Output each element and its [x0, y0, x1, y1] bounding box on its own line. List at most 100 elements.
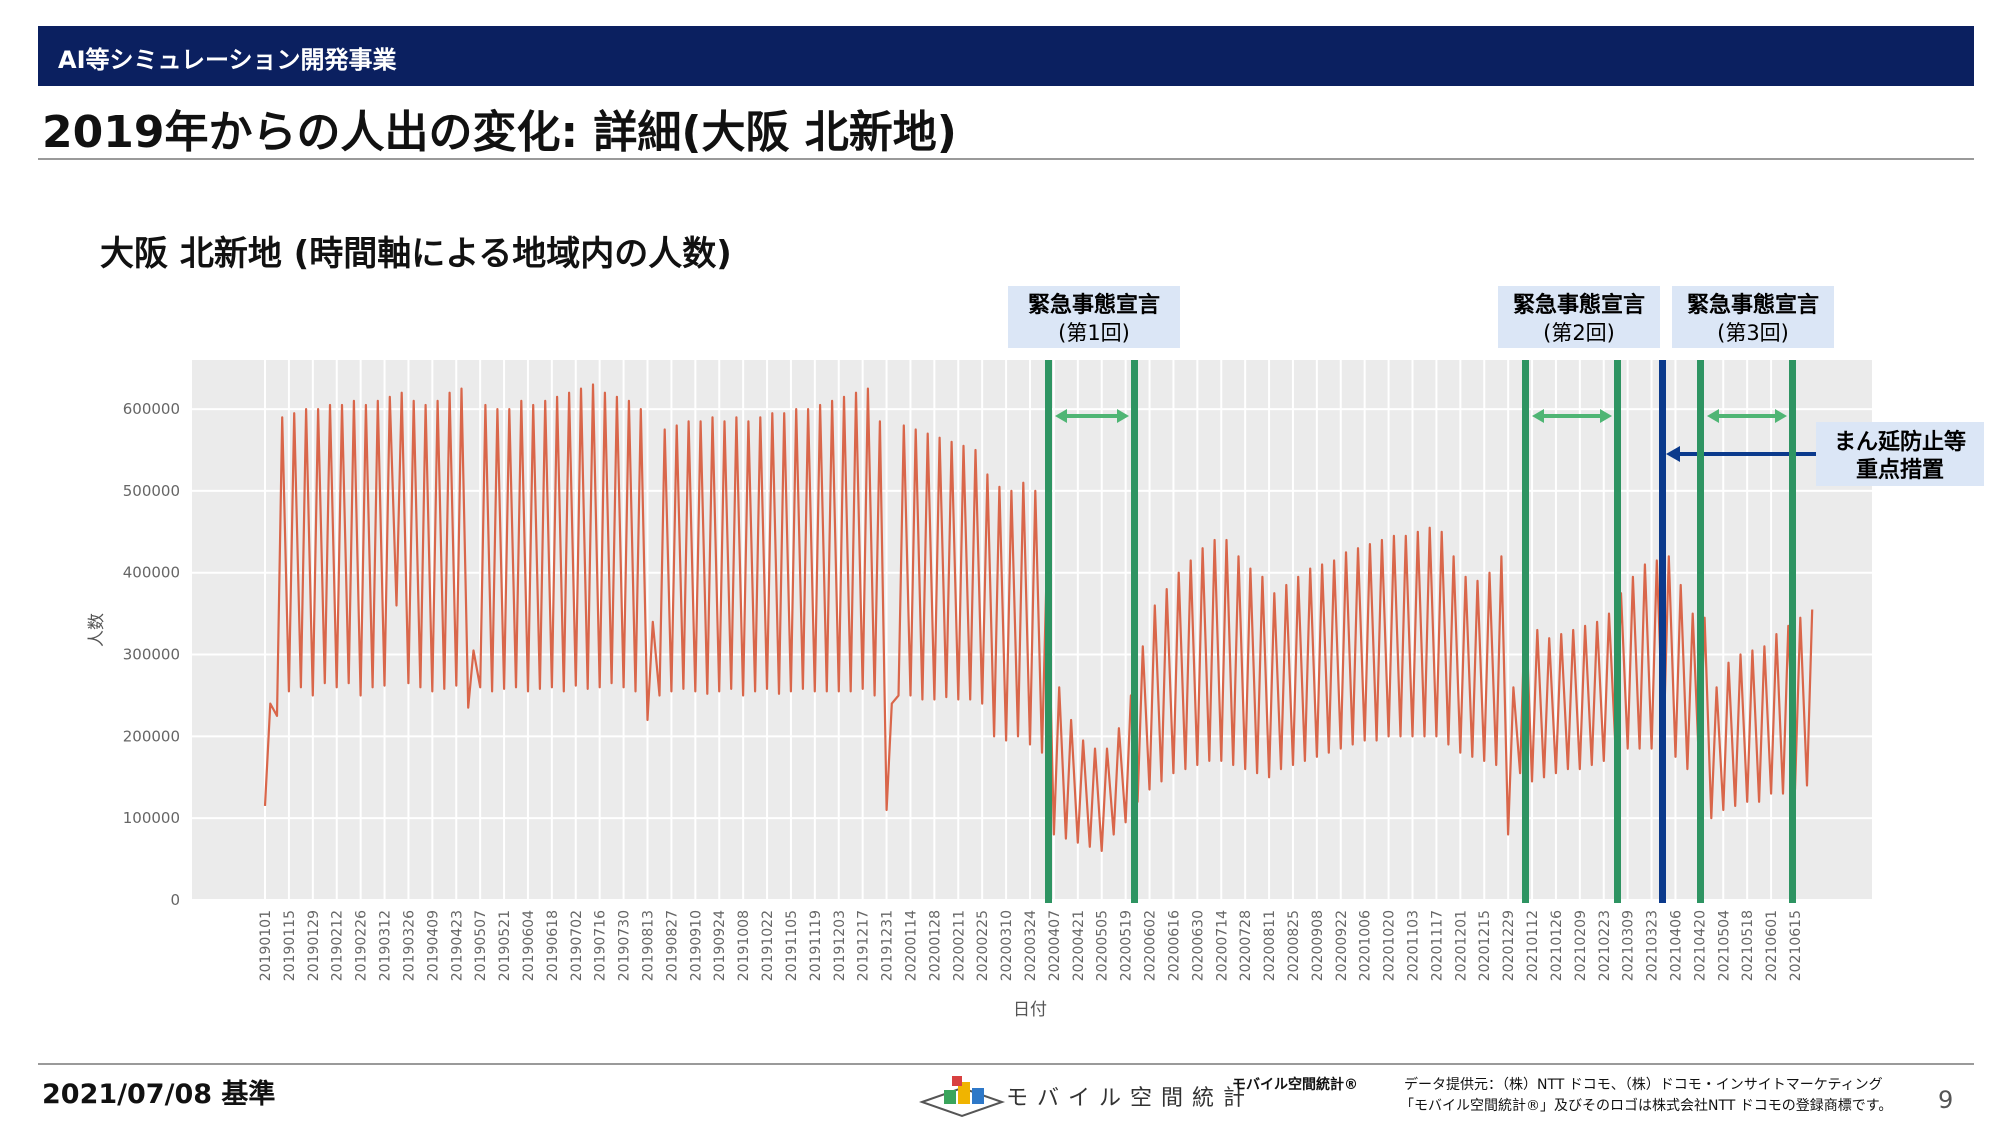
decl2-label-box	[1498, 286, 1660, 348]
header-band: AI等シミュレーション開発事業	[38, 26, 1974, 86]
decl2-annotation: 緊急事態宣言 (第2回)	[1498, 286, 1660, 903]
x-tick-label: 20200714	[1214, 910, 1230, 981]
x-tick-label: 20190910	[688, 910, 704, 981]
decl2-arrowhead-left	[1532, 409, 1544, 423]
mambo-annotation: まん延防止等 重点措置	[1659, 360, 1984, 903]
mambo-label-box	[1816, 422, 1984, 486]
y-axis-ticks: 0 100000 200000 300000 400000 500000 600000	[123, 400, 180, 909]
x-tick-label: 20190604	[521, 910, 537, 981]
x-tick-label: 20190521	[497, 910, 513, 981]
decl1-start-bar	[1045, 360, 1052, 903]
decl1-arrowhead-left	[1055, 409, 1067, 423]
x-tick-label: 20200128	[927, 910, 943, 981]
x-tick-label: 20210112	[1525, 910, 1541, 981]
x-tick-label: 20200324	[1023, 910, 1039, 981]
mambo-label-line2: 重点措置	[1856, 457, 1944, 483]
x-tick-label: 20191203	[832, 910, 848, 981]
y-tick-label: 300000	[123, 646, 180, 664]
data-provider-line2: 「モバイル空間統計®」及びそのロゴは株式会社NTT ドコモの登録商標です。	[1400, 1098, 1893, 1114]
x-tick-label: 20190507	[473, 910, 489, 981]
x-tick-label: 20201006	[1358, 910, 1374, 981]
x-tick-label: 20190312	[378, 910, 394, 981]
mambo-bar	[1659, 360, 1666, 903]
x-tick-label: 20190730	[617, 910, 633, 981]
x-tick-label: 20190326	[401, 910, 417, 981]
x-tick-label: 20190101	[258, 910, 274, 981]
x-tick-label: 20200616	[1166, 910, 1182, 981]
x-tick-label: 20200728	[1238, 910, 1254, 981]
x-tick-label: 20200225	[975, 910, 991, 981]
x-tick-label: 20201020	[1382, 910, 1398, 981]
x-tick-label: 20191119	[808, 910, 824, 981]
x-tick-label: 20210601	[1764, 910, 1780, 981]
footer-date: 2021/07/08 基準	[42, 1079, 276, 1110]
decl2-arrowhead-right	[1600, 409, 1612, 423]
brand-label: モバイル空間統計®	[1232, 1077, 1358, 1093]
decl3-end-bar	[1789, 360, 1796, 903]
y-tick-label: 600000	[123, 400, 180, 418]
x-tick-label: 20200505	[1095, 910, 1111, 981]
x-tick-label: 20190618	[545, 910, 561, 981]
x-tick-label: 20191022	[760, 910, 776, 981]
mambo-arrowhead	[1666, 446, 1680, 462]
mobile-spatial-stats-logo	[918, 1076, 1006, 1118]
decl3-label-line2: (第3回)	[1717, 321, 1789, 345]
x-axis-label: 日付	[1013, 1000, 1047, 1020]
x-tick-label: 20190409	[425, 910, 441, 981]
decl3-label-box	[1672, 286, 1834, 348]
x-tick-label: 20210420	[1692, 910, 1708, 981]
x-tick-label: 20210518	[1740, 910, 1756, 981]
x-tick-label: 20201117	[1429, 910, 1445, 981]
logo-text: モバイル空間統計	[1006, 1086, 1255, 1111]
decl2-end-bar	[1614, 360, 1621, 903]
data-provider-line1: データ提供元：（株）NTT ドコモ、（株）ドコモ・インサイトマーケティング	[1404, 1077, 1883, 1093]
header-band-label: AI等シミュレーション開発事業	[58, 46, 397, 74]
decl1-label-line1: 緊急事態宣言	[1028, 292, 1160, 318]
x-tick-label: 20201215	[1477, 910, 1493, 981]
title-divider	[38, 158, 1974, 160]
x-tick-label: 20190702	[569, 910, 585, 981]
x-tick-label: 20210223	[1597, 910, 1613, 981]
x-tick-label: 20190924	[712, 910, 728, 981]
x-tick-label: 20201103	[1406, 910, 1422, 981]
x-tick-label: 20191105	[784, 910, 800, 981]
x-tick-label: 20210309	[1621, 910, 1637, 981]
x-tick-label: 20190115	[282, 910, 298, 981]
page-number: 9	[1938, 1086, 1954, 1114]
decl3-start-bar	[1697, 360, 1704, 903]
x-tick-label: 20200630	[1190, 910, 1206, 981]
x-tick-label: 20200519	[1119, 910, 1135, 981]
x-tick-label: 20210126	[1549, 910, 1565, 981]
decl3-arrowhead-left	[1707, 409, 1719, 423]
x-tick-label: 20191231	[880, 910, 896, 981]
x-tick-label: 20191217	[856, 910, 872, 981]
x-axis-ticks: 20190101 20190115 20190129 20190212 20190226…	[258, 910, 1804, 981]
x-tick-label: 20210323	[1645, 910, 1661, 981]
y-tick-label: 0	[170, 891, 180, 909]
x-tick-label: 20210209	[1573, 910, 1589, 981]
decl3-arrowhead-right	[1775, 409, 1787, 423]
decl1-end-bar	[1131, 360, 1138, 903]
decl1-arrowhead-right	[1117, 409, 1129, 423]
decl1-annotation: 緊急事態宣言 (第1回)	[1008, 286, 1180, 903]
x-tick-label: 20190226	[354, 910, 370, 981]
decl1-label-line2: (第1回)	[1058, 321, 1130, 345]
x-tick-label: 20190423	[449, 910, 465, 981]
x-tick-label: 20200922	[1334, 910, 1350, 981]
x-tick-label: 20190813	[641, 910, 657, 981]
y-axis-label: 人数	[87, 613, 107, 647]
x-tick-label: 20190129	[306, 910, 322, 981]
y-tick-label: 400000	[123, 564, 180, 582]
x-tick-label: 20200310	[999, 910, 1015, 981]
decl3-annotation: 緊急事態宣言 (第3回)	[1672, 286, 1834, 903]
decl3-label-line1: 緊急事態宣言	[1687, 292, 1819, 318]
y-tick-label: 200000	[123, 727, 180, 745]
series-line	[263, 383, 1814, 853]
x-tick-label: 20200811	[1262, 910, 1278, 981]
x-tick-label: 20201201	[1453, 910, 1469, 981]
decl2-start-bar	[1522, 360, 1529, 903]
chart-title: 大阪 北新地 (時間軸による地域内の人数)	[100, 234, 732, 274]
mambo-label-line1: まん延防止等	[1834, 429, 1966, 455]
x-tick-label: 20201229	[1501, 910, 1517, 981]
